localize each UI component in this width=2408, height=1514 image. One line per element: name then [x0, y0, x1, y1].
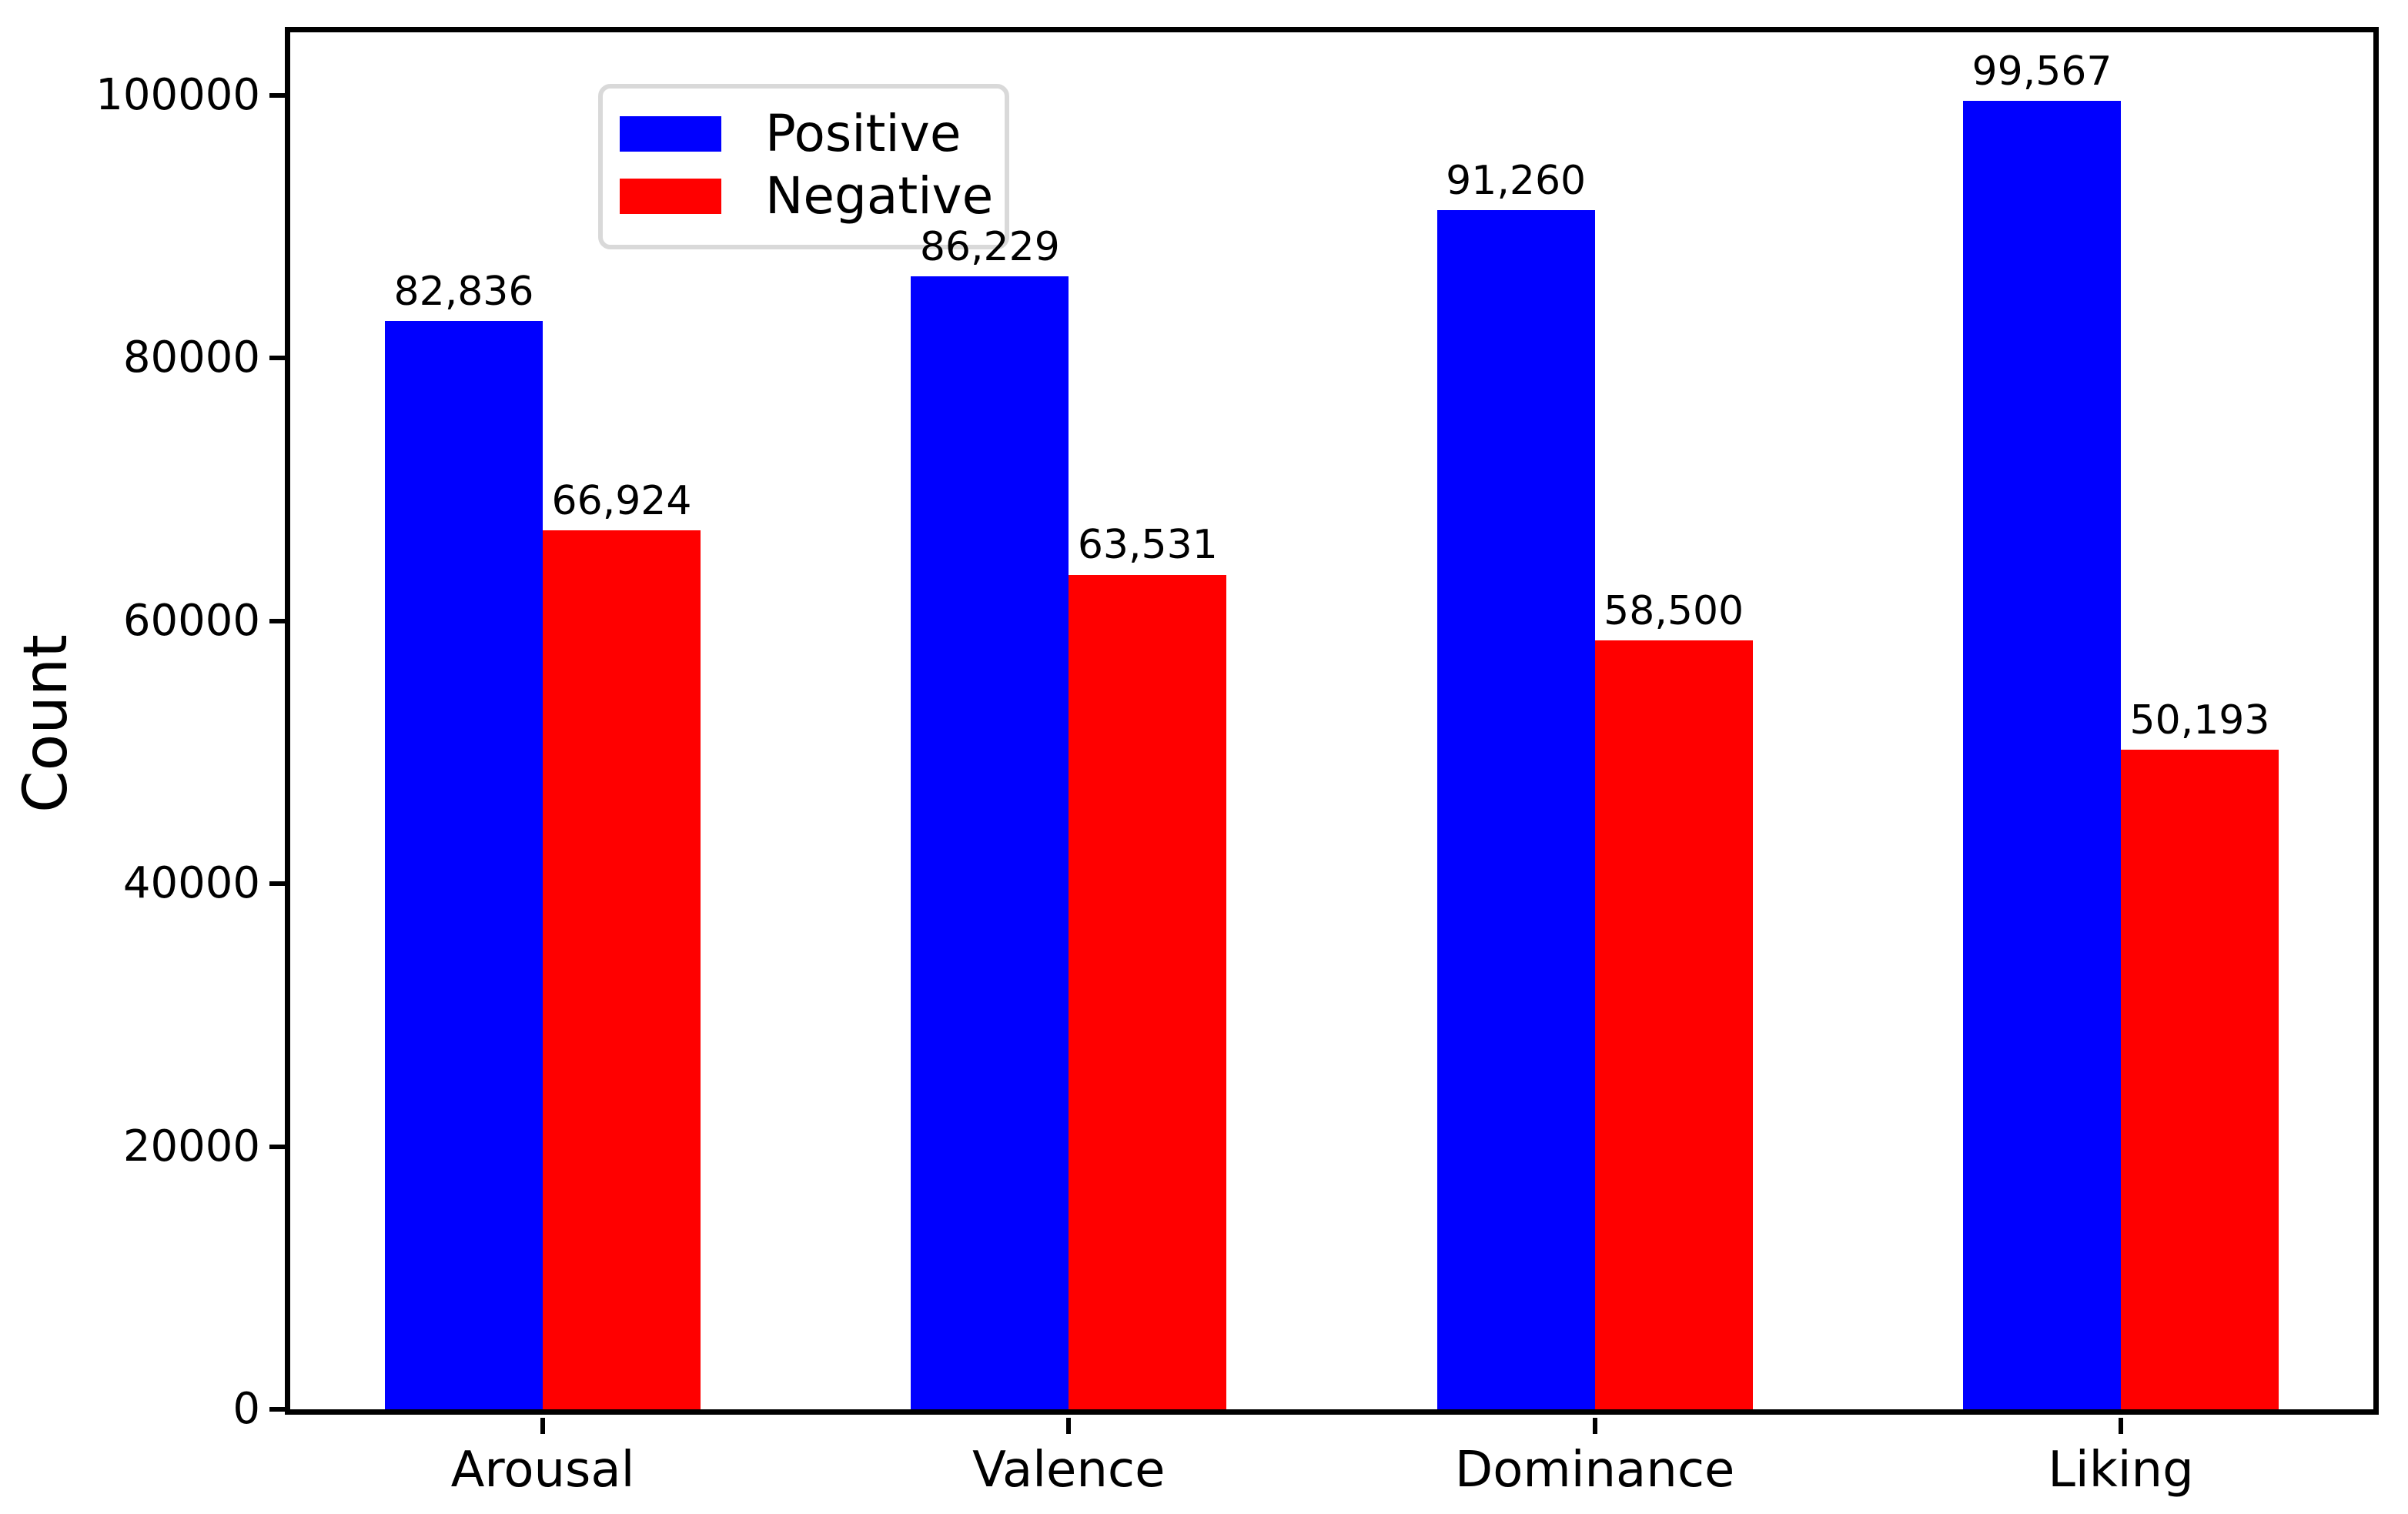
bar-negative-arousal — [543, 530, 701, 1409]
y-tick-mark — [269, 618, 286, 623]
plot-area: Positive Negative 82,836 86,229 91,260 99,5… — [285, 27, 2379, 1415]
y-tick-label: 80000 — [122, 333, 260, 383]
bar-value-label-positive-arousal: 82,836 — [393, 268, 534, 315]
x-tick-mark — [2119, 1418, 2123, 1434]
y-tick-mark — [269, 1144, 286, 1149]
x-tick-mark — [1592, 1418, 1597, 1434]
bar-positive-liking — [1963, 101, 2121, 1409]
y-tick-label: 60000 — [122, 595, 260, 646]
y-tick-label: 100000 — [95, 69, 260, 120]
bar-negative-liking — [2121, 750, 2279, 1409]
y-tick-label: 20000 — [122, 1121, 260, 1171]
bar-value-label-negative-dominance: 58,500 — [1604, 588, 1744, 635]
x-tick-mark — [1066, 1418, 1072, 1434]
bar-positive-dominance — [1436, 210, 1595, 1409]
legend-item-positive: Positive — [620, 109, 991, 159]
bar-negative-valence — [1069, 574, 1227, 1409]
legend: Positive Negative — [598, 84, 1009, 249]
y-axis-label: Count — [12, 634, 81, 813]
y-tick-label: 0 — [232, 1384, 260, 1434]
x-tick-label-dominance: Dominance — [1454, 1442, 1735, 1499]
x-tick-mark — [540, 1418, 545, 1434]
y-tick-mark — [269, 881, 286, 887]
bar-positive-valence — [911, 276, 1069, 1409]
legend-item-negative: Negative — [620, 166, 994, 226]
x-tick-label-valence: Valence — [972, 1442, 1166, 1499]
bar-value-label-negative-arousal: 66,924 — [551, 477, 692, 524]
bar-negative-dominance — [1594, 640, 1753, 1409]
y-tick-mark — [269, 356, 286, 361]
legend-swatch-negative — [620, 179, 721, 214]
bar-value-label-negative-valence: 63,531 — [1077, 522, 1218, 569]
bar-value-label-positive-dominance: 91,260 — [1446, 158, 1587, 205]
bar-value-label-negative-liking: 50,193 — [2129, 697, 2270, 744]
y-tick-mark — [269, 1407, 286, 1412]
bar-value-label-positive-valence: 86,229 — [919, 224, 1060, 271]
x-tick-label-liking: Liking — [2048, 1442, 2194, 1499]
y-tick-mark — [269, 92, 286, 98]
bar-value-label-positive-liking: 99,567 — [1972, 48, 2112, 95]
x-tick-label-arousal: Arousal — [450, 1442, 635, 1499]
y-tick-label: 40000 — [122, 858, 260, 909]
legend-swatch-positive — [620, 116, 721, 152]
bar-positive-arousal — [385, 320, 543, 1409]
legend-label-negative: Negative — [765, 166, 994, 226]
legend-label-positive: Positive — [765, 104, 962, 163]
